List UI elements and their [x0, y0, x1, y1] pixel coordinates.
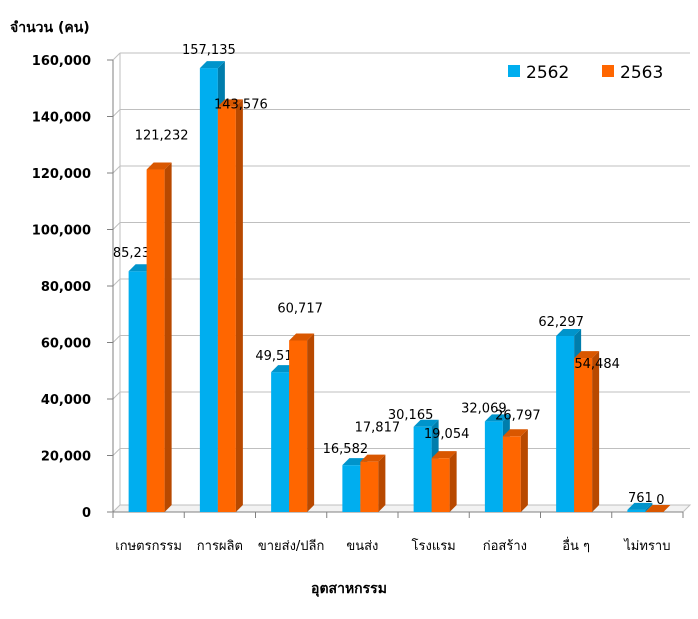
bar-2563-front [217, 106, 236, 512]
data-label-2563: 19,054 [424, 427, 470, 442]
gridline-side [112, 109, 121, 117]
bar-2563-side [235, 99, 243, 512]
y-tick-label: 100,000 [32, 224, 91, 239]
bar-2562-front [484, 421, 503, 512]
data-label-2563: 0 [656, 493, 664, 508]
y-tick-label: 0 [82, 506, 91, 521]
y-tick-label: 160,000 [32, 54, 91, 69]
bar-2563-side [307, 333, 315, 512]
bar-2563-top [574, 351, 600, 359]
gridline-side [112, 222, 121, 230]
bar-2563-front [502, 436, 521, 512]
bar-2563-top [431, 451, 457, 459]
y-tick-label: 80,000 [41, 280, 91, 295]
gridline-side [112, 52, 121, 61]
gridline-side [112, 335, 121, 343]
bar-2563-top [289, 333, 315, 341]
bar-2562-front [627, 509, 646, 512]
bar-2562-front [271, 372, 290, 512]
bar-2562-front [128, 271, 147, 512]
legend-label-2562: 2562 [526, 63, 569, 83]
gridline-side [112, 391, 121, 400]
bar-2563-side [449, 451, 457, 512]
x-tick-label: โรงแรม [412, 538, 456, 554]
bar-2563-side [592, 351, 600, 512]
bar-2563-side [378, 454, 386, 512]
data-label-2562: 16,582 [323, 442, 369, 457]
chart-floor [111, 504, 692, 513]
x-tick-label: เกษตรกรรม [115, 539, 182, 554]
legend-label-2563: 2563 [620, 63, 663, 83]
bar-2563-side [520, 429, 528, 512]
bar-2563-front [360, 461, 379, 512]
x-tick-label: การผลิต [197, 539, 243, 554]
bar-2562-top [413, 419, 439, 427]
bar-2563-top [502, 429, 528, 437]
data-label-2563: 121,232 [135, 129, 189, 144]
x-tick-label: ไม่ทราบ [623, 538, 670, 554]
y-tick-label: 60,000 [41, 337, 91, 352]
bar-2562-side [645, 502, 653, 512]
bar-2563-front [574, 358, 593, 512]
y-tick-label: 40,000 [41, 393, 91, 408]
data-label-2563: 143,576 [214, 97, 268, 112]
gridline-side [112, 278, 121, 287]
gridline-side [112, 165, 121, 174]
bar-2562-top [627, 502, 653, 510]
data-label-2562: 30,165 [388, 408, 434, 423]
bar-2563-top [645, 505, 671, 512]
x-tick-label: ขนส่ง [346, 539, 378, 554]
bar-2562-front [342, 465, 361, 512]
bar-2562-top [556, 329, 582, 337]
legend-swatch-2562 [508, 65, 520, 77]
x-tick-label: ขายส่ง/ปลีก [258, 538, 325, 554]
legend-swatch-2563 [602, 65, 614, 77]
data-label-2562: 32,069 [461, 401, 507, 416]
bar-2563-top [360, 454, 386, 462]
bar-2562-top [484, 414, 510, 422]
bar-2562-front [413, 426, 432, 512]
x-tick-label: ก่อสร้าง [483, 539, 527, 554]
bar-2562-top [199, 61, 225, 69]
bar-2563-side [164, 162, 172, 513]
data-label-2562: 157,135 [182, 43, 236, 58]
x-tick-label: อื่น ๆ [562, 537, 590, 554]
bar-2563-front [431, 458, 450, 512]
y-tick-label: 140,000 [32, 111, 91, 126]
bar-2563-top [217, 99, 243, 107]
x-axis-title: อุตสาหกรรม [311, 581, 387, 597]
bar-2562-front [556, 336, 575, 512]
data-label-2563: 60,717 [277, 301, 323, 316]
data-label-2563: 54,484 [574, 357, 620, 372]
bar-2563-front [146, 169, 165, 512]
y-axis-title: จำนวน (คน) [10, 20, 90, 36]
y-tick-label: 120,000 [32, 167, 91, 182]
bar-2563-top [146, 162, 172, 170]
data-label-2563: 26,797 [495, 408, 541, 423]
data-label-2563: 17,817 [355, 421, 401, 436]
bar-2562-front [199, 68, 218, 512]
gridline-side [112, 448, 121, 456]
bar-2563-front [289, 340, 308, 512]
data-label-2562: 62,297 [538, 315, 584, 330]
y-tick-label: 20,000 [41, 450, 91, 465]
data-label-2562: 761 [628, 491, 653, 506]
